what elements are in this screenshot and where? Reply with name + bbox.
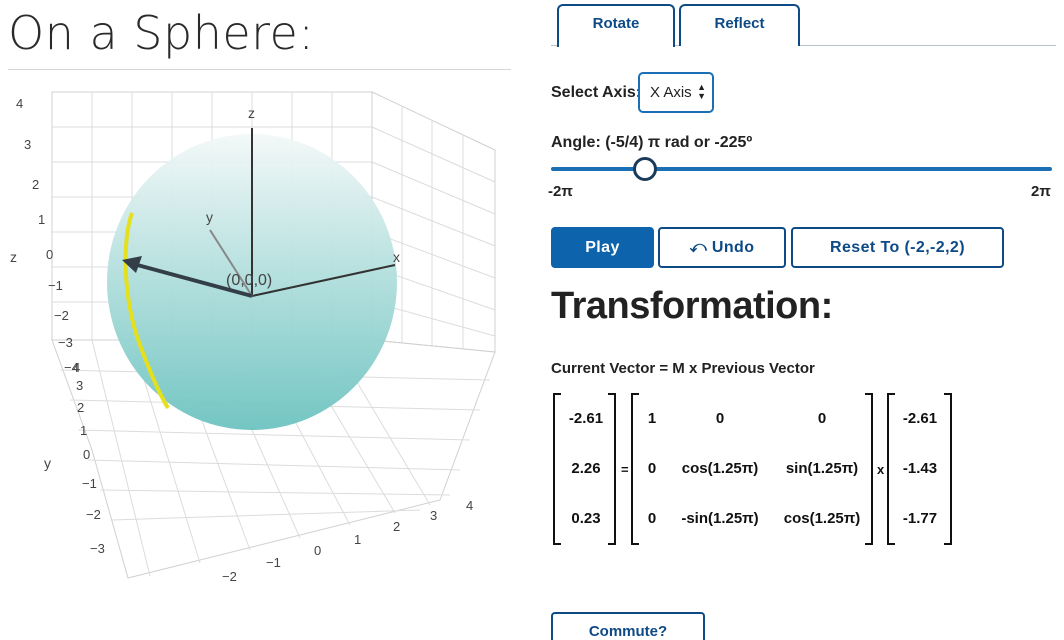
current-vector-cell: -2.61 (568, 410, 604, 427)
play-button[interactable]: Play (551, 227, 654, 268)
y-tick: 3 (76, 378, 83, 393)
z-axis-label: z (248, 105, 255, 121)
angle-slider-thumb[interactable] (632, 157, 657, 181)
y-tick: 0 (83, 447, 90, 462)
x-axis-label: x (393, 249, 400, 265)
current-vector-bracket-right (608, 393, 616, 545)
previous-vector-bracket-right (944, 393, 952, 545)
previous-vector-cell: -1.77 (902, 510, 938, 527)
y-tick: 1 (80, 423, 87, 438)
previous-vector-cell: -2.61 (902, 410, 938, 427)
tab-bar: Rotate Reflect (551, 0, 1056, 47)
tab-rotate[interactable]: Rotate (557, 4, 675, 47)
matrix-cell: 0 (715, 410, 725, 427)
times-sign: x (877, 462, 885, 477)
y-tick: 2 (77, 400, 84, 415)
rotation-arc (123, 212, 170, 410)
y-tick-labels: 4 3 2 1 0 −1 −2 −3 (73, 360, 105, 556)
x-tick: 4 (466, 498, 473, 513)
y-tick: −1 (82, 476, 97, 491)
x-tick: 2 (393, 519, 400, 534)
title-divider (8, 69, 511, 70)
x-tick: −1 (266, 555, 281, 570)
page-title: On a Sphere: (8, 6, 315, 60)
y-tick: −3 (90, 541, 105, 556)
equals-sign: = (621, 462, 629, 477)
slider-min-label: -2π (548, 183, 573, 200)
transformation-heading: Transformation: (551, 285, 833, 327)
z-tick: −1 (48, 278, 63, 293)
matrix-cell: sin(1.25π) (785, 460, 859, 477)
y-tick: 4 (73, 360, 80, 375)
x-tick: −2 (222, 569, 237, 584)
matrix-bracket-right (865, 393, 873, 545)
z-tick: −2 (54, 308, 69, 323)
z-tick: −3 (58, 335, 73, 350)
z-tick-labels: 4 3 2 1 0 −1 −2 −3 −4 (16, 96, 79, 375)
x-tick: 0 (314, 543, 321, 558)
current-vector-arrow (122, 256, 253, 298)
origin-label: (0,0,0) (226, 272, 272, 289)
x-tick-labels: 4 3 2 1 0 −1 −2 (222, 498, 473, 584)
y-side-title: y (44, 455, 51, 471)
select-arrows-icon: ▲ ▼ (697, 82, 706, 101)
axis-select[interactable]: X Axis ▲ ▼ (638, 72, 714, 113)
axis-select-value: X Axis (650, 84, 692, 101)
z-side-title: z (10, 249, 17, 265)
reset-button[interactable]: Reset To (-2,-2,2) (791, 227, 1004, 268)
slider-max-label: 2π (1031, 183, 1051, 200)
current-vector-bracket-left (553, 393, 561, 545)
matrix-cell: -sin(1.25π) (681, 510, 759, 527)
angle-slider-track[interactable] (551, 167, 1052, 171)
matrix-cell: 0 (647, 460, 657, 477)
previous-vector-cell: -1.43 (902, 460, 938, 477)
formula-text: Current Vector = M x Previous Vector (551, 360, 815, 377)
sphere-plot[interactable]: z x y (0,0,0) z y 4 3 2 1 0 −1 −2 −3 −4 … (0, 80, 520, 600)
x-tick: 3 (430, 508, 437, 523)
matrix-cell: cos(1.25π) (783, 510, 861, 527)
previous-vector-bracket-left (887, 393, 895, 545)
matrix-cell: 0 (647, 510, 657, 527)
matrix-cell: 1 (647, 410, 657, 427)
commute-button[interactable]: Commute? (551, 612, 705, 640)
z-tick: 4 (16, 96, 23, 111)
z-tick: −4 (64, 360, 79, 375)
z-tick: 0 (46, 247, 53, 262)
angle-label: Angle: (-5/4) π rad or -225º (551, 134, 753, 151)
select-axis-label: Select Axis: (551, 84, 642, 101)
z-tick: 1 (38, 212, 45, 227)
plot-canvas[interactable]: z x y (0,0,0) z y 4 3 2 1 0 −1 −2 −3 −4 … (0, 80, 520, 600)
coordinate-axes (209, 128, 396, 297)
y-tick: −2 (86, 507, 101, 522)
undo-button[interactable]: ⤺ Undo (658, 227, 786, 268)
matrix-cell: 0 (817, 410, 827, 427)
current-vector-cell: 2.26 (571, 460, 601, 477)
y-axis-label: y (206, 209, 213, 225)
current-vector-cell: 0.23 (571, 510, 601, 527)
matrix-cell: cos(1.25π) (681, 460, 759, 477)
z-tick: 3 (24, 137, 31, 152)
tab-reflect[interactable]: Reflect (679, 4, 800, 46)
x-tick: 1 (354, 532, 361, 547)
z-tick: 2 (32, 177, 39, 192)
matrix-bracket-left (631, 393, 639, 545)
